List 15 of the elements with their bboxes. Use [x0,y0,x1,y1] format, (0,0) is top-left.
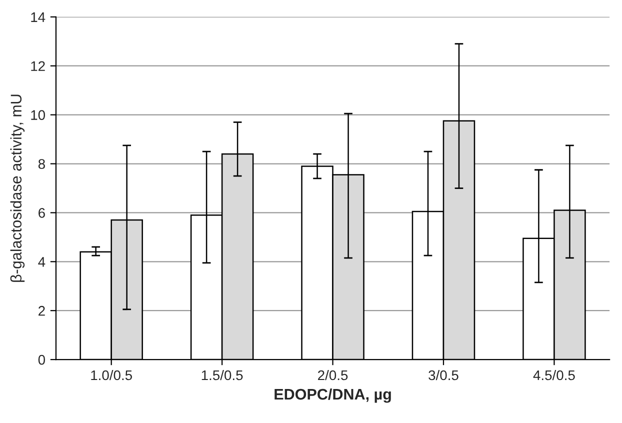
x-tick-label: 1.5/0.5 [202,370,243,380]
y-tick-label: 10 [31,110,46,120]
y-tick-label: 0 [38,354,46,365]
y-axis-title: β-galactosidase activity, mU [10,94,25,282]
y-tick-label: 2 [38,306,45,316]
y-tick-label: 6 [38,208,45,218]
y-tick-label: 4 [38,257,46,267]
y-tick-label: 12 [31,61,45,71]
x-tick-label: 1.0/0.5 [91,370,132,380]
y-tick-label: 14 [31,12,46,22]
x-tick-label: 2/0.5 [318,370,348,380]
x-axis-title: EDOPC/DNA, µg [274,388,391,403]
x-tick-label: 4.5/0.5 [533,370,575,380]
x-tick-label: 3/0.5 [428,370,458,380]
y-tick-label: 8 [38,159,45,169]
